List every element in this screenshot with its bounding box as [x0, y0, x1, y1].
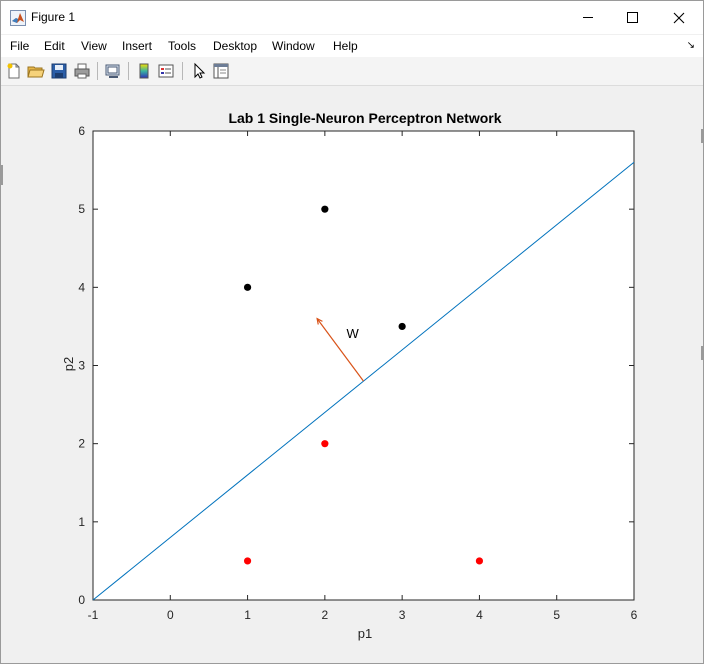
dock-arrow-icon[interactable]: ↘ [686, 40, 695, 51]
window-edge-mark [1, 165, 3, 185]
weight-vector-arrow [316, 318, 364, 382]
weight-vector-label: W [346, 326, 359, 341]
x-tick-label: 3 [399, 608, 406, 622]
insert-colorbar-icon[interactable] [135, 62, 153, 80]
menu-desktop[interactable]: Desktop [213, 39, 258, 53]
class-black-point [243, 283, 252, 291]
figure-toolbar [1, 57, 703, 86]
menu-view[interactable]: View [81, 39, 107, 53]
toolbar-separator [128, 62, 129, 80]
menu-insert[interactable]: Insert [122, 39, 153, 53]
minimize-button[interactable] [565, 1, 611, 34]
print-icon[interactable] [73, 62, 91, 80]
new-figure-icon[interactable] [5, 62, 23, 80]
y-tick-label: 4 [78, 280, 85, 294]
y-tick-label: 0 [78, 593, 85, 607]
save-icon[interactable] [50, 62, 68, 80]
close-icon [673, 12, 685, 24]
y-tick-label: 1 [78, 515, 85, 529]
link-plot-icon[interactable] [104, 62, 122, 80]
matlab-logo-icon [10, 10, 26, 26]
maximize-button[interactable] [610, 1, 656, 34]
chart-title: Lab 1 Single-Neuron Perceptron Network [228, 110, 501, 126]
figure-plot[interactable]: Lab 1 Single-Neuron Perceptron Network -… [1, 87, 703, 663]
y-tick-label: 2 [78, 437, 85, 451]
x-tick-label: 5 [553, 608, 560, 622]
x-axis-label: p1 [358, 626, 372, 641]
minimize-icon [583, 17, 593, 18]
y-axis-label: p2 [61, 357, 76, 371]
menu-bar: File Edit View Insert Tools Desktop Wind… [1, 35, 703, 57]
open-file-icon[interactable] [27, 62, 45, 80]
window-edge-mark [701, 346, 703, 360]
axes-box [92, 130, 635, 601]
class-red-point [321, 440, 329, 448]
x-tick-label: 0 [167, 608, 174, 622]
toolbar-separator [182, 62, 183, 80]
weight-vector-arrowhead [316, 317, 323, 325]
close-button[interactable] [656, 1, 702, 34]
insert-legend-icon[interactable] [157, 62, 175, 80]
menu-edit[interactable]: Edit [44, 39, 65, 53]
plot-lines: W [92, 161, 635, 601]
edit-plot-pointer-icon[interactable] [190, 62, 208, 80]
x-tick-label: 2 [322, 608, 329, 622]
class-red-point [243, 557, 252, 565]
y-tick-label: 6 [78, 124, 85, 138]
x-tick-label: 4 [476, 608, 483, 622]
property-inspector-icon[interactable] [212, 62, 230, 80]
x-tick-label: 1 [244, 608, 251, 622]
class-black-point [398, 322, 406, 331]
toolbar-separator [97, 62, 98, 80]
window-title: Figure 1 [31, 10, 76, 24]
class-red-point [475, 557, 484, 565]
maximize-icon [627, 12, 638, 23]
class-black-point [321, 205, 329, 213]
menu-help[interactable]: Help [333, 39, 358, 53]
x-tick-label: 6 [631, 608, 638, 622]
menu-window[interactable]: Window [272, 39, 315, 53]
data-points [243, 205, 484, 565]
title-bar[interactable]: Figure 1 [1, 1, 703, 34]
y-tick-label: 5 [78, 202, 85, 216]
menu-tools[interactable]: Tools [168, 39, 197, 53]
axis-ticks [92, 130, 635, 601]
window-edge-mark [701, 129, 703, 143]
y-tick-label: 3 [78, 359, 85, 373]
x-tick-label: -1 [88, 608, 99, 622]
menu-file[interactable]: File [10, 39, 30, 53]
